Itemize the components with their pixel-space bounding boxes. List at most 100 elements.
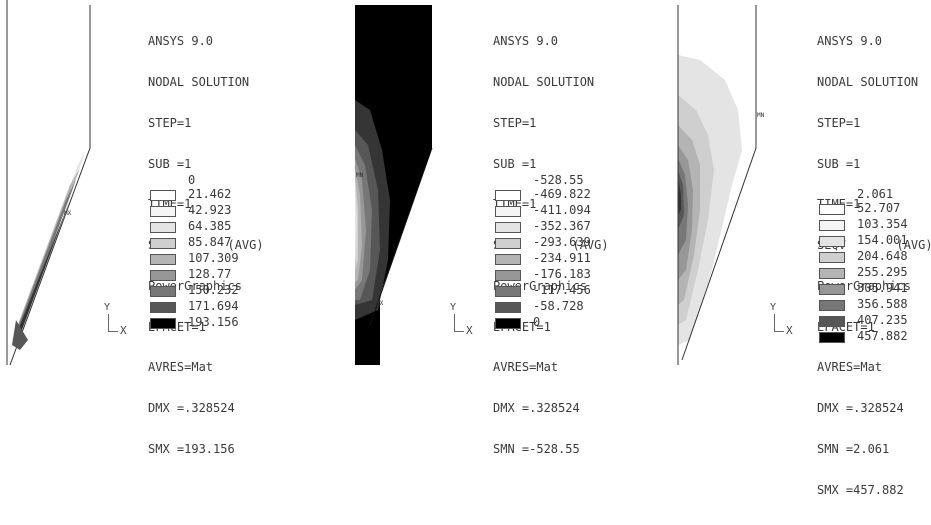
legend-min-label: -528.55 — [533, 173, 584, 187]
legend-value: 305.941 — [857, 281, 908, 295]
axis-x-label: X — [786, 324, 793, 337]
axis-y-label: Y — [104, 302, 111, 313]
legend-row: -411.094 — [495, 203, 615, 220]
info-line: STEP=1 — [493, 115, 537, 130]
info-line: NODAL SOLUTION — [817, 74, 919, 89]
info-line: ANSYS 9.0 — [493, 34, 559, 49]
legend-value: 204.648 — [857, 249, 908, 263]
legend-row: 0 — [495, 315, 615, 332]
legend-value: 171.694 — [188, 299, 239, 313]
legend-swatch — [150, 222, 176, 233]
legend-swatch — [150, 286, 176, 297]
axis-y-label: Y — [450, 302, 457, 313]
legend-value: 0 — [533, 315, 541, 329]
legend-row: 103.354 — [819, 217, 931, 234]
info-line: DMX =.328524 — [148, 401, 235, 416]
legend-value: -469.822 — [533, 187, 591, 201]
legend-row: 407.235 — [819, 313, 931, 330]
info-line: SMX =193.156 — [148, 442, 235, 456]
legend-swatch — [819, 268, 845, 279]
legend-value: 42.923 — [188, 203, 232, 217]
panel-s3: MN MX ANSYS 9.0 NODAL SOLUTION STEP=1 SU… — [300, 0, 630, 456]
contour-plot-s3 — [355, 5, 433, 365]
axis-triad: Y X — [450, 302, 490, 342]
info-line: AVRES=Mat — [148, 360, 214, 375]
legend-value: 356.588 — [857, 297, 908, 311]
info-line: ANSYS 9.0 — [817, 34, 883, 49]
legend-swatch — [495, 286, 521, 297]
legend-row: 193.156 — [150, 315, 270, 332]
legend-value: -117.456 — [533, 283, 591, 297]
legend-min-label: 2.061 — [857, 187, 894, 201]
legend-value: -176.183 — [533, 267, 591, 281]
info-line: STEP=1 — [148, 115, 192, 130]
color-legend: 2.061 52.707 103.354 154.001 204.648 255… — [819, 187, 931, 357]
legend-value: 85.847 — [188, 235, 232, 249]
info-line: SUB =1 — [148, 156, 192, 171]
legend-value: 128.77 — [188, 267, 232, 281]
legend-swatch — [150, 318, 176, 329]
axis-y-line — [454, 314, 455, 332]
color-legend: -528.55 -469.822 -411.094 -352.367 -293.… — [495, 173, 625, 333]
color-legend: 0 21.462 42.923 64.385 85.847 107.309 12… — [150, 173, 280, 333]
info-line: DMX =.328524 — [817, 401, 904, 416]
legend-value: -293.639 — [533, 235, 591, 249]
legend-row: 457.882 — [819, 329, 931, 346]
legend-swatch — [495, 270, 521, 281]
legend-swatch — [150, 270, 176, 281]
legend-row: 204.648 — [819, 249, 931, 266]
legend-swatch — [495, 238, 521, 249]
legend-row: -293.639 — [495, 235, 615, 252]
legend-swatch — [819, 252, 845, 263]
axis-triad: Y X — [770, 302, 810, 342]
axis-x-line — [774, 331, 784, 332]
legend-value: 154.001 — [857, 233, 908, 247]
axis-triad: Y X — [104, 302, 144, 342]
info-line: DMX =.328524 — [493, 401, 580, 416]
legend-swatch — [819, 204, 845, 215]
info-line: AVRES=Mat — [817, 360, 883, 375]
legend-row: -117.456 — [495, 283, 615, 300]
legend-swatch — [819, 284, 845, 295]
legend-swatch — [150, 190, 176, 201]
legend-value: -234.911 — [533, 251, 591, 265]
info-line: STEP=1 — [817, 115, 861, 130]
legend-row: 64.385 — [150, 219, 270, 236]
axis-y-line — [774, 314, 775, 332]
legend-row: 128.77 — [150, 267, 270, 284]
legend-row: -176.183 — [495, 267, 615, 284]
info-line: SMN =-528.55 — [493, 442, 580, 456]
legend-row: 107.309 — [150, 251, 270, 268]
info-line: ANSYS 9.0 — [148, 34, 214, 49]
legend-row: 52.707 — [819, 201, 931, 218]
legend-swatch — [495, 206, 521, 217]
legend-row: -352.367 — [495, 219, 615, 236]
legend-value: 255.295 — [857, 265, 908, 279]
legend-swatch — [495, 222, 521, 233]
legend-swatch — [150, 206, 176, 217]
legend-swatch — [495, 302, 521, 313]
legend-value: 103.354 — [857, 217, 908, 231]
legend-row: 356.588 — [819, 297, 931, 314]
legend-value: 150.232 — [188, 283, 239, 297]
legend-min-label: 0 — [188, 173, 196, 187]
info-line: SMN =2.061 — [817, 442, 890, 456]
max-marker: MX — [376, 300, 384, 307]
legend-value: 193.156 — [188, 315, 239, 329]
legend-swatch — [819, 236, 845, 247]
min-marker: MN — [356, 172, 364, 179]
legend-value: 107.309 — [188, 251, 239, 265]
legend-value: 52.707 — [857, 201, 901, 215]
legend-swatch — [495, 318, 521, 329]
legend-swatch — [495, 254, 521, 265]
legend-value: 21.462 — [188, 187, 232, 201]
legend-value: 407.235 — [857, 313, 908, 327]
legend-value: -411.094 — [533, 203, 591, 217]
info-line: SUB =1 — [817, 156, 861, 171]
axis-x-line — [108, 331, 118, 332]
legend-swatch — [819, 220, 845, 231]
axis-x-label: X — [466, 324, 473, 337]
max-marker: MX — [64, 210, 72, 217]
panel-seqv: MN ANSYS 9.0 NODAL SOLUTION STEP=1 SUB =… — [630, 0, 931, 496]
legend-row: 255.295 — [819, 265, 931, 282]
